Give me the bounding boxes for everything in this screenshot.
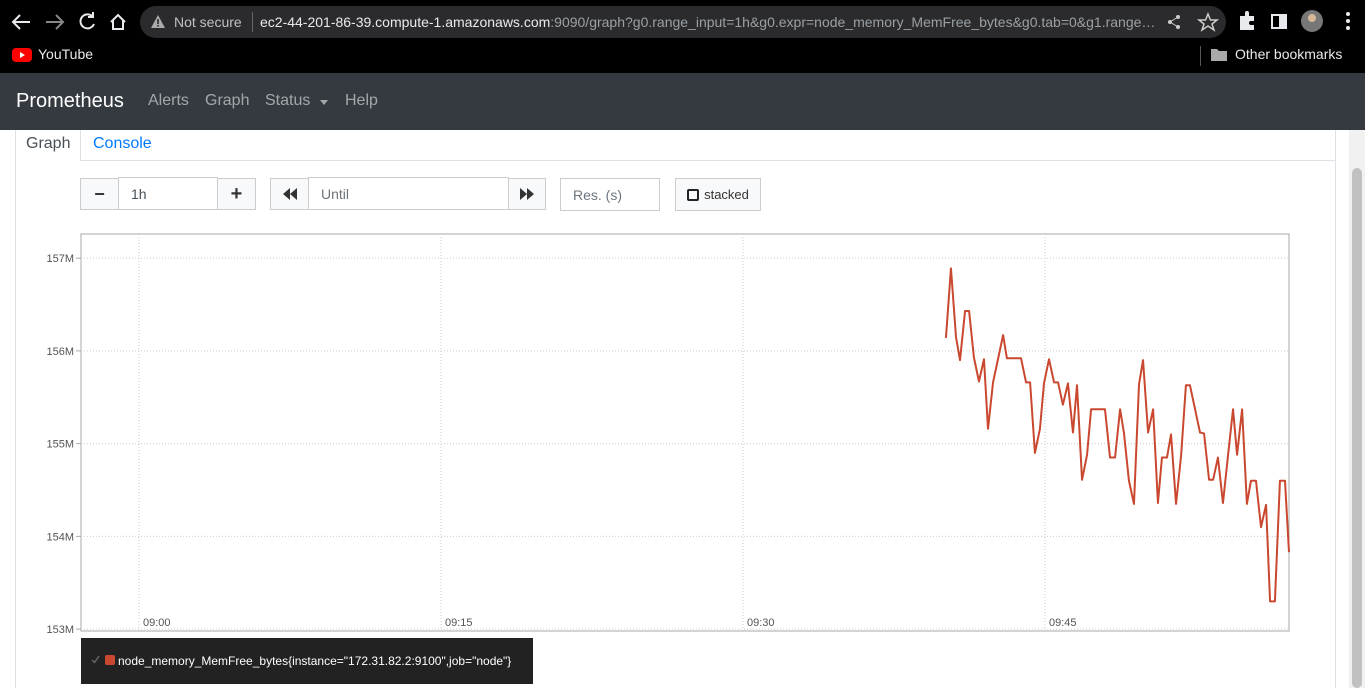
extensions-icon[interactable] bbox=[1240, 11, 1254, 30]
reload-icon[interactable] bbox=[79, 12, 95, 30]
forward-icon[interactable] bbox=[46, 14, 65, 30]
address-bar[interactable]: Not secure ec2-44-201-86-39.compute-1.am… bbox=[140, 6, 1226, 38]
folder-icon bbox=[1211, 49, 1227, 61]
dropdown-caret bbox=[320, 100, 328, 105]
x-tick-label: 09:30 bbox=[747, 617, 775, 629]
tab[interactable]: Console bbox=[93, 135, 152, 152]
scrollbar[interactable] bbox=[1349, 130, 1365, 688]
url-host: ec2-44-201-86-39.compute-1.amazonaws.com bbox=[260, 14, 551, 30]
nav-link[interactable]: Alerts bbox=[148, 92, 189, 109]
y-tick-label: 157M bbox=[46, 253, 74, 265]
address-icons bbox=[1168, 12, 1220, 32]
url: ec2-44-201-86-39.compute-1.amazonaws.com… bbox=[260, 14, 1160, 30]
graph: 153M 154M 155M 156M 157M 09:00 09:15 09:30 09:45 bbox=[46, 233, 1290, 636]
y-tick-label: 153M bbox=[46, 624, 74, 636]
resolution-input[interactable]: Res. (s) bbox=[560, 178, 660, 211]
legend-label[interactable]: node_memory_MemFree_bytes{instance="172.… bbox=[118, 654, 512, 668]
other-bookmarks[interactable]: Other bookmarks bbox=[1235, 46, 1343, 62]
y-tick-label: 155M bbox=[46, 439, 74, 451]
divider bbox=[252, 12, 253, 32]
range-input[interactable]: 1h bbox=[118, 177, 218, 210]
until-input[interactable]: Until bbox=[308, 177, 509, 210]
nav-link[interactable]: Status bbox=[265, 92, 311, 109]
scroll-thumb[interactable] bbox=[1352, 168, 1362, 688]
youtube-icon bbox=[12, 48, 32, 62]
tab-active[interactable]: Graph bbox=[26, 135, 71, 152]
stacked-label: stacked bbox=[704, 187, 749, 202]
y-tick-label: 156M bbox=[46, 346, 74, 358]
series-line bbox=[944, 267, 1290, 603]
x-tick-label: 09:00 bbox=[143, 617, 171, 629]
url-path: :9090/graph?g0.range_input=1h&g0.expr=no… bbox=[550, 14, 1156, 30]
brand[interactable]: Prometheus bbox=[16, 90, 124, 112]
legend-swatch bbox=[105, 655, 115, 665]
divider bbox=[1200, 46, 1201, 66]
stacked-button[interactable]: stacked bbox=[675, 178, 761, 211]
browser-chrome: Not secure ec2-44-201-86-39.compute-1.am… bbox=[0, 0, 1365, 73]
range-plus[interactable]: + bbox=[217, 178, 256, 210]
time-forward[interactable] bbox=[508, 178, 546, 210]
panel bbox=[15, 130, 1336, 688]
toolbar-icons bbox=[1240, 10, 1350, 32]
nav-link[interactable]: Help bbox=[345, 92, 378, 109]
navbar: Prometheus Alerts Graph Status Help bbox=[0, 73, 1365, 130]
back-icon[interactable] bbox=[11, 14, 30, 30]
home-icon[interactable] bbox=[110, 13, 126, 30]
x-tick-label: 09:45 bbox=[1049, 617, 1077, 629]
checkbox-icon bbox=[687, 188, 700, 201]
y-tick-label: 154M bbox=[46, 531, 74, 543]
legend-check bbox=[91, 655, 100, 664]
time-back[interactable] bbox=[270, 178, 309, 210]
security-label: Not secure bbox=[174, 14, 242, 30]
warning-icon bbox=[151, 15, 165, 28]
browser-nav-buttons bbox=[11, 12, 126, 30]
tab-edge bbox=[80, 130, 81, 161]
nav-link[interactable]: Graph bbox=[205, 92, 250, 109]
legend: node_memory_MemFree_bytes{instance="172.… bbox=[81, 638, 533, 684]
plot-area bbox=[80, 233, 1290, 632]
range-minus[interactable]: − bbox=[80, 178, 119, 210]
tab-border bbox=[80, 160, 1336, 161]
bookmark[interactable]: YouTube bbox=[38, 46, 94, 62]
x-tick-label: 09:15 bbox=[445, 617, 473, 629]
